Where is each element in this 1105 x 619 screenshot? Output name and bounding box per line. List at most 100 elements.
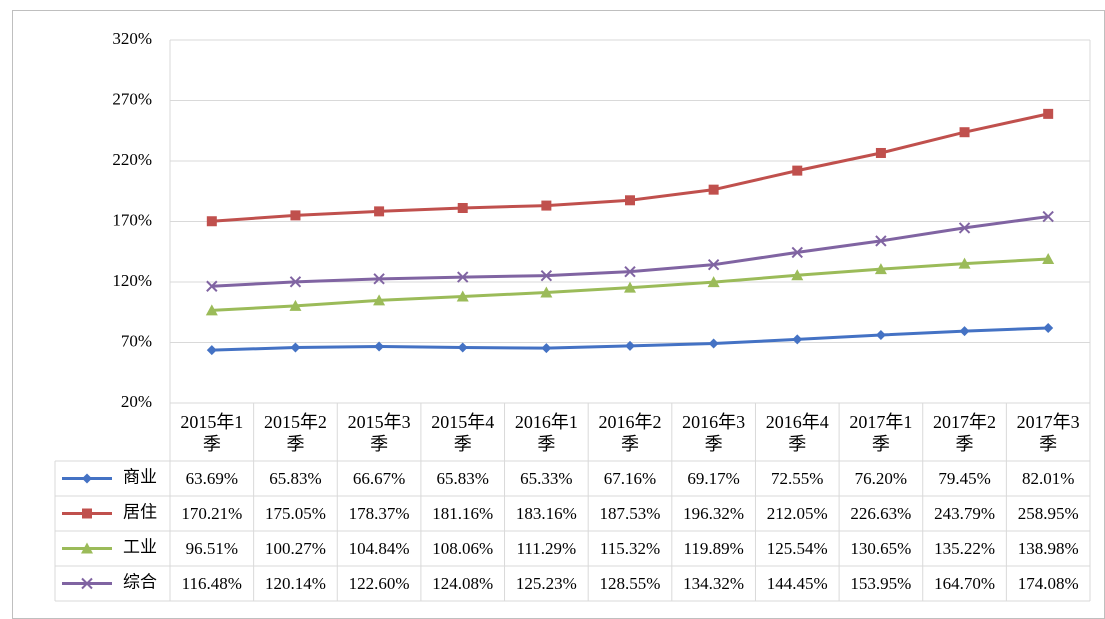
data-point xyxy=(1042,253,1055,265)
data-point xyxy=(1043,108,1054,119)
x-tick-label: 2015年3季 xyxy=(337,405,421,461)
data-table-value-text: 67.16% xyxy=(603,468,657,488)
legend-label: 综合 xyxy=(123,572,157,591)
data-point xyxy=(206,345,217,356)
data-table-value: 111.29% xyxy=(505,531,589,566)
data-table-value: 128.55% xyxy=(588,566,672,601)
data-table-value: 65.83% xyxy=(254,461,338,496)
data-table-value-text: 124.08% xyxy=(432,573,494,593)
x-tick-label-text: 2017年2季 xyxy=(933,412,997,454)
data-point xyxy=(624,265,636,278)
x-tick-label: 2016年3季 xyxy=(672,405,756,461)
x-tick-label-text: 2017年3季 xyxy=(1016,412,1080,454)
data-table-value-text: 174.08% xyxy=(1017,573,1079,593)
data-table-value: 65.83% xyxy=(421,461,505,496)
data-table-value: 115.32% xyxy=(588,531,672,566)
data-table-value-text: 63.69% xyxy=(185,468,239,488)
data-point xyxy=(875,235,887,247)
data-table-value: 187.53% xyxy=(588,496,672,531)
data-table-value-text: 135.22% xyxy=(934,538,995,558)
data-point xyxy=(708,338,719,349)
data-table-value: 96.51% xyxy=(170,531,254,566)
data-point xyxy=(541,200,552,211)
data-table-value: 125.54% xyxy=(755,531,839,566)
data-table-value: 125.23% xyxy=(505,566,589,601)
x-tick-label: 2015年4季 xyxy=(421,405,505,461)
x-tick-label-text: 2016年1季 xyxy=(514,412,578,454)
x-tick-label: 2015年1季 xyxy=(170,405,254,461)
x-tick-label: 2017年2季 xyxy=(923,405,1007,461)
data-table-value: 108.06% xyxy=(421,531,505,566)
data-point xyxy=(958,222,971,234)
data-table-value-text: 79.45% xyxy=(938,468,991,488)
data-point xyxy=(791,246,803,259)
data-table-value: 66.67% xyxy=(337,461,421,496)
data-table-value: 164.70% xyxy=(923,566,1007,601)
x-tick-label: 2017年1季 xyxy=(839,405,923,461)
data-table-value-text: 116.48% xyxy=(181,573,242,593)
data-table-value-text: 100.27% xyxy=(264,538,326,558)
data-point xyxy=(1042,210,1054,223)
data-table-value: 226.63% xyxy=(839,496,923,531)
data-table-value: 153.95% xyxy=(839,566,923,601)
data-point xyxy=(457,202,468,213)
data-table-value-text: 96.51% xyxy=(185,538,239,558)
data-point xyxy=(373,294,386,306)
legend-label: 商业 xyxy=(123,467,157,486)
data-table-value-text: 108.06% xyxy=(432,538,494,558)
series-line xyxy=(211,215,1049,288)
data-table-value-text: 72.55% xyxy=(771,468,824,488)
data-table-value: 174.08% xyxy=(1006,566,1090,601)
data-point xyxy=(792,165,803,176)
x-tick-label-text: 2015年2季 xyxy=(263,412,327,454)
data-point xyxy=(540,269,553,282)
data-table-value-text: 125.54% xyxy=(766,538,828,558)
data-point xyxy=(290,342,301,353)
data-table-value-text: 196.32% xyxy=(683,503,745,523)
data-point xyxy=(625,340,635,351)
data-table-value: 175.05% xyxy=(254,496,338,531)
data-point xyxy=(289,299,302,311)
x-tick-label: 2015年2季 xyxy=(254,405,338,461)
data-point xyxy=(205,304,218,316)
data-point xyxy=(457,271,469,283)
data-table-value-text: 76.20% xyxy=(854,468,908,488)
data-table-value: 79.45% xyxy=(923,461,1007,496)
data-table-value-text: 175.05% xyxy=(264,503,326,523)
data-point xyxy=(708,184,719,195)
data-table-value: 196.32% xyxy=(672,496,756,531)
x-tick-label-text: 2016年3季 xyxy=(682,412,746,454)
data-point xyxy=(791,269,804,281)
x-tick-label-text: 2015年4季 xyxy=(431,412,495,454)
data-table-value: 122.60% xyxy=(337,566,421,601)
data-table-value: 72.55% xyxy=(755,461,839,496)
data-table-value-text: 122.60% xyxy=(348,573,410,593)
x-tick-label: 2016年4季 xyxy=(755,405,839,461)
data-point xyxy=(456,290,469,302)
data-table-value-text: 138.98% xyxy=(1017,538,1079,558)
data-point xyxy=(959,127,970,138)
data-point xyxy=(958,257,971,269)
data-table-value: 76.20% xyxy=(839,461,923,496)
data-table-value-text: 243.79% xyxy=(934,503,995,523)
data-table-value: 135.22% xyxy=(923,531,1007,566)
data-table-value-text: 120.14% xyxy=(264,573,326,593)
data-table-value: 67.16% xyxy=(588,461,672,496)
legend-label: 工业 xyxy=(123,537,157,556)
data-table-value-text: 187.53% xyxy=(599,503,661,523)
x-tick-label-text: 2016年4季 xyxy=(765,412,829,454)
legend-marker xyxy=(81,577,93,590)
data-table-value-text: 178.37% xyxy=(348,503,410,523)
x-tick-label-text: 2015年1季 xyxy=(180,412,244,454)
data-point xyxy=(625,195,635,206)
data-table-value-text: 119.89% xyxy=(683,538,744,558)
data-table-value-text: 66.67% xyxy=(352,468,406,488)
data-table-value: 100.27% xyxy=(254,531,338,566)
data-table-value-text: 134.32% xyxy=(683,573,745,593)
data-table-value-text: 82.01% xyxy=(1021,468,1075,488)
legend-label: 居住 xyxy=(123,502,157,521)
x-tick-label: 2016年1季 xyxy=(505,405,589,461)
x-tick-label: 2017年3季 xyxy=(1006,405,1090,461)
legend-marker xyxy=(81,542,93,554)
